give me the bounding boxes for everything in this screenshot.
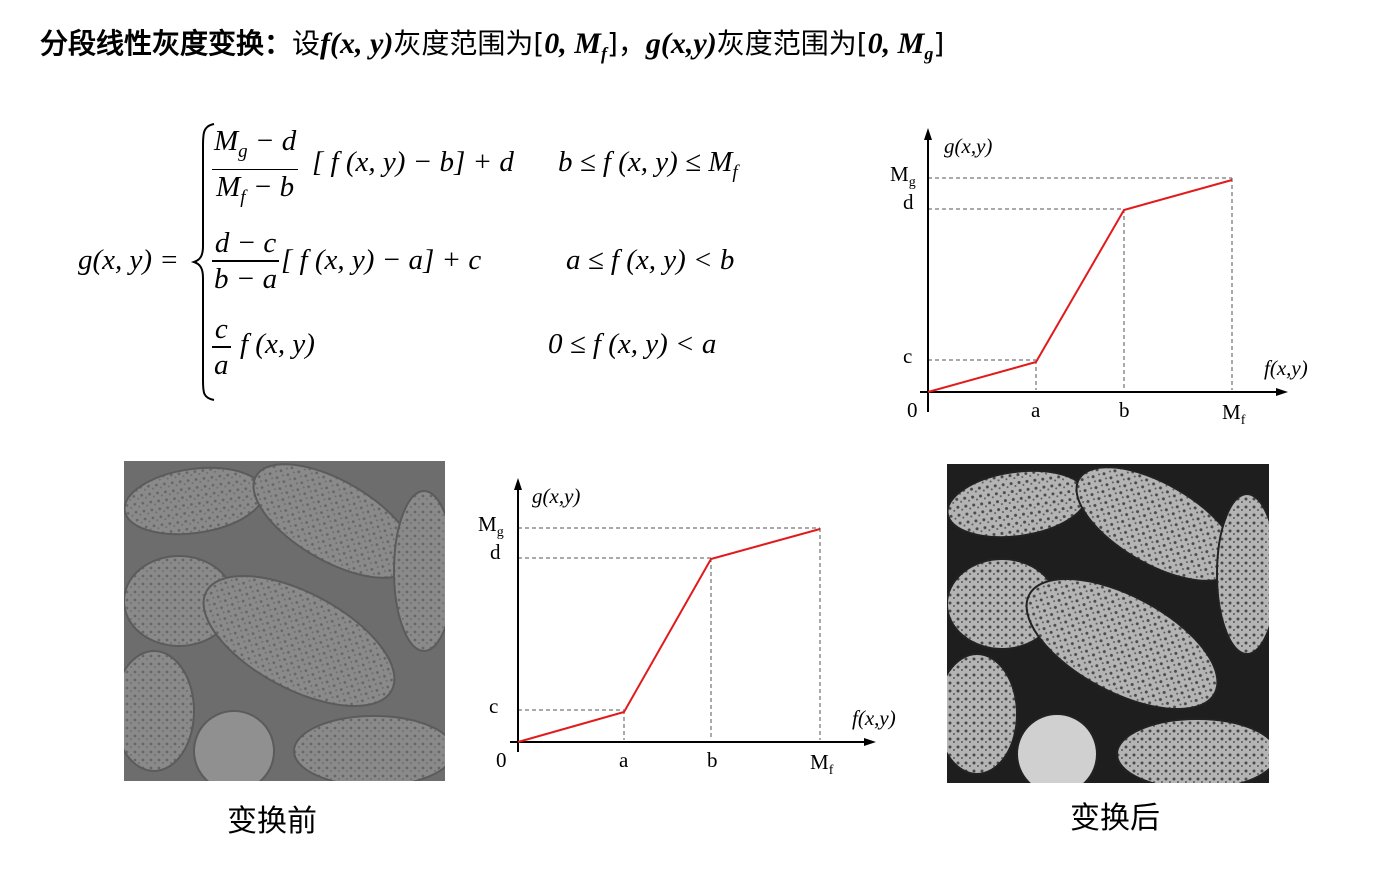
case2-expr: [ f (x, y) − a] + c bbox=[281, 244, 482, 276]
case3-num: c bbox=[214, 313, 228, 345]
y-axis-arrow-icon bbox=[924, 128, 932, 140]
heading-range2-close: ] bbox=[933, 27, 945, 60]
before-caption: 变换前 bbox=[227, 804, 317, 839]
pollen-grains-high-contrast bbox=[947, 466, 1269, 783]
after-image bbox=[947, 464, 1269, 783]
case3-condition: 0 ≤ f (x, y) < a bbox=[548, 328, 717, 360]
bottom-transform-curve bbox=[517, 528, 821, 743]
heading-range2-zero: 0, M bbox=[867, 27, 925, 60]
transform-graph-top bbox=[920, 128, 1288, 412]
case1-den-main: M bbox=[216, 171, 241, 204]
case2-fraction-bar bbox=[212, 260, 280, 262]
bottom-graph-mg-sub: g bbox=[496, 525, 504, 541]
bottom-graph-mf-sub: f bbox=[828, 763, 834, 779]
bottom-graph-b-label: b bbox=[707, 748, 718, 772]
case3-fraction: c a bbox=[212, 312, 231, 382]
heading-set: 设 bbox=[292, 27, 321, 60]
case3-fraction-bar bbox=[212, 346, 231, 348]
brace-icon bbox=[190, 123, 215, 401]
bottom-graph-mf-main: M bbox=[810, 750, 829, 774]
case1-expr: [ f (x, y) − b] + d bbox=[312, 146, 514, 178]
top-graph-mg-main: M bbox=[890, 162, 909, 186]
top-graph-c-label: c bbox=[903, 344, 913, 368]
case3-expr: f (x, y) bbox=[240, 328, 315, 360]
top-graph-y-label: g(x,y) bbox=[944, 134, 993, 158]
case1-condition-sub: f bbox=[732, 161, 738, 183]
case1-num-rest: − d bbox=[247, 125, 297, 157]
case1-den-sub: f bbox=[240, 187, 246, 209]
heading-range1-zero: 0, M bbox=[544, 27, 601, 60]
pollen-grains-low-contrast bbox=[124, 463, 445, 781]
bottom-graph-d-label: d bbox=[490, 540, 501, 564]
bottom-y-axis-arrow-icon bbox=[514, 478, 522, 490]
case2-den: b − a bbox=[214, 262, 278, 295]
x-axis-arrow-icon bbox=[1276, 388, 1288, 396]
case1-condition: b ≤ f (x, y) ≤ Mf bbox=[558, 146, 738, 184]
heading-title: 分段线性灰度变换： bbox=[40, 27, 293, 60]
heading-range-text-2: 灰度范围为 bbox=[716, 27, 857, 60]
heading-range1-open: [ bbox=[533, 27, 545, 60]
case1-num-sub: g bbox=[238, 140, 248, 162]
top-graph-mf-main: M bbox=[1222, 400, 1241, 424]
transform-graph-bottom bbox=[510, 478, 876, 752]
bottom-graph-c-label: c bbox=[489, 694, 499, 718]
top-graph-d-label: d bbox=[903, 190, 914, 214]
case2-num: d − c bbox=[214, 227, 277, 259]
bottom-graph-x-label: f(x,y) bbox=[852, 706, 896, 730]
case1-fraction-bar bbox=[212, 168, 299, 171]
after-caption: 变换后 bbox=[1070, 801, 1160, 836]
heading-f-expr: f(x, y) bbox=[320, 27, 394, 60]
top-graph-mf-sub: f bbox=[1240, 413, 1246, 429]
bottom-x-axis-arrow-icon bbox=[864, 738, 876, 746]
top-graph-b-label: b bbox=[1119, 398, 1130, 422]
case1-num-main: M bbox=[214, 125, 239, 157]
case1-den-rest: − b bbox=[245, 171, 295, 204]
top-graph-x-label: f(x,y) bbox=[1264, 356, 1308, 380]
before-image bbox=[124, 461, 445, 781]
heading-range-text-1: 灰度范围为 bbox=[393, 27, 534, 60]
top-graph-origin-label: 0 bbox=[907, 398, 918, 422]
heading-range1-sub: f bbox=[600, 43, 607, 64]
case2-fraction: d − c b − a bbox=[212, 226, 280, 296]
heading-range2-sub: g bbox=[924, 43, 934, 64]
bottom-graph-mf-label: Mf bbox=[810, 750, 833, 779]
heading-sep: ， bbox=[617, 27, 646, 60]
heading-g-expr: g(x,y) bbox=[645, 27, 717, 60]
transform-curve bbox=[927, 179, 1233, 393]
top-graph-a-label: a bbox=[1031, 398, 1041, 422]
case3-den: a bbox=[214, 348, 229, 381]
top-graph-mg-sub: g bbox=[908, 175, 916, 191]
case1-condition-main: b ≤ f (x, y) ≤ M bbox=[558, 146, 733, 178]
slide-heading: 分段线性灰度变换：设f(x, y)灰度范围为[0, Mf]，g(x,y)灰度范围… bbox=[40, 22, 944, 65]
bottom-graph-a-label: a bbox=[619, 748, 629, 772]
case1-fraction: Mg − d Mf − b bbox=[212, 124, 299, 215]
heading-range2-open: [ bbox=[856, 27, 868, 60]
top-graph-mf-label: Mf bbox=[1222, 400, 1245, 429]
bottom-graph-y-label: g(x,y) bbox=[532, 484, 581, 508]
bottom-graph-mg-label: Mg bbox=[478, 512, 504, 541]
case2-condition: a ≤ f (x, y) < b bbox=[566, 244, 735, 276]
top-graph-mg-label: Mg bbox=[890, 162, 916, 191]
formula-lhs: g(x, y) = bbox=[78, 244, 179, 276]
bottom-graph-origin-label: 0 bbox=[496, 748, 507, 772]
piecewise-formula: g(x, y) = Mg − d Mf − b [ f (x, y) − b] … bbox=[0, 0, 800, 420]
heading-range1-close: ] bbox=[606, 27, 618, 60]
bottom-graph-mg-main: M bbox=[478, 512, 497, 536]
